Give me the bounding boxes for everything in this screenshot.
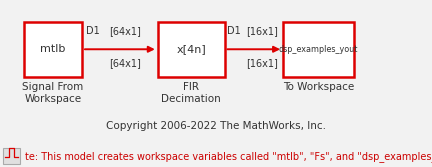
Text: x[4n]: x[4n] [176,44,206,54]
FancyBboxPatch shape [3,148,20,164]
Text: Copyright 2006-2022 The MathWorks, Inc.: Copyright 2006-2022 The MathWorks, Inc. [106,121,326,131]
Text: te: This model creates workspace variables called "mtlb", "Fs", and "dsp_example: te: This model creates workspace variabl… [25,151,432,162]
Text: FIR
Decimation: FIR Decimation [161,82,221,104]
Text: [16x1]: [16x1] [246,26,278,36]
Text: [64x1]: [64x1] [109,26,141,36]
Text: D1: D1 [86,26,99,36]
FancyBboxPatch shape [24,22,82,77]
Text: Signal From
Workspace: Signal From Workspace [22,82,83,104]
FancyBboxPatch shape [283,22,354,77]
Text: To Workspace: To Workspace [283,82,354,92]
Text: mtlb: mtlb [40,44,66,54]
Text: [64x1]: [64x1] [109,58,141,68]
Text: dsp_examples_yout: dsp_examples_yout [279,45,358,54]
Text: [16x1]: [16x1] [246,58,278,68]
FancyBboxPatch shape [158,22,225,77]
Text: D1: D1 [227,26,241,36]
